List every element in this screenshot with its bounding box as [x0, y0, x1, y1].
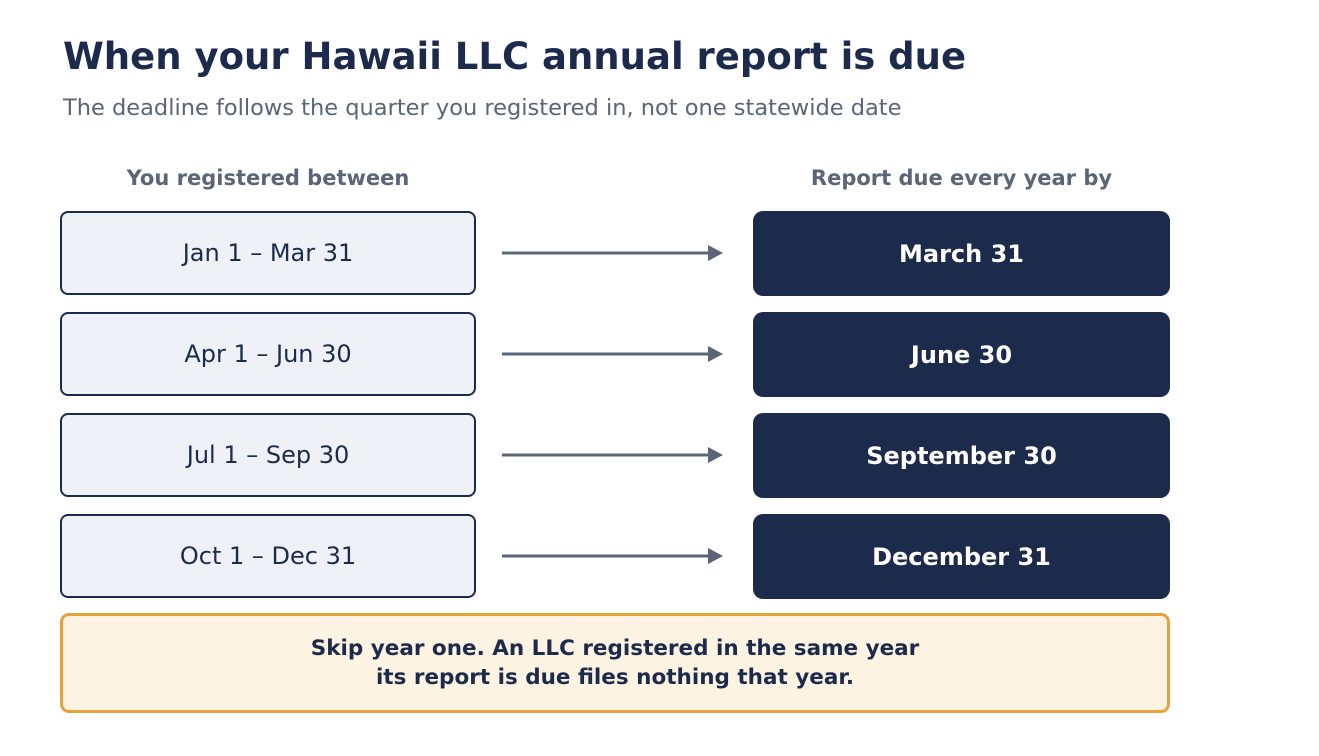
note-line-2: its report is due files nothing that yea… [375, 665, 855, 690]
deadline-row-q1: Jan 1 – Mar 31 March 31 [60, 211, 1170, 296]
deadline-row-q4: Oct 1 – Dec 31 December 31 [60, 514, 1170, 599]
due-date-box: September 30 [753, 413, 1170, 498]
right-arrow-icon [502, 346, 723, 362]
page-subtitle: The deadline follows the quarter you reg… [63, 95, 902, 121]
registration-period-box: Jan 1 – Mar 31 [60, 211, 476, 295]
due-date-box: December 31 [753, 514, 1170, 599]
registered-column-header: You registered between [126, 166, 410, 190]
deadline-row-q2: Apr 1 – Jun 30 June 30 [60, 312, 1170, 397]
deadline-rows: Jan 1 – Mar 31 March 31 Apr 1 – Jun 30 J… [60, 211, 1170, 615]
note-line-1: Skip year one. An LLC registered in the … [310, 636, 920, 661]
registration-period-box: Jul 1 – Sep 30 [60, 413, 476, 497]
registration-period-box: Oct 1 – Dec 31 [60, 514, 476, 598]
right-arrow-icon [502, 548, 723, 564]
page-title: When your Hawaii LLC annual report is du… [63, 35, 967, 78]
due-date-box: March 31 [753, 211, 1170, 296]
due-date-box: June 30 [753, 312, 1170, 397]
first-year-note: Skip year one. An LLC registered in the … [60, 613, 1170, 713]
right-arrow-icon [502, 245, 723, 261]
right-arrow-icon [502, 447, 723, 463]
deadline-row-q3: Jul 1 – Sep 30 September 30 [60, 413, 1170, 498]
due-column-header: Report due every year by [810, 166, 1113, 190]
registration-period-box: Apr 1 – Jun 30 [60, 312, 476, 396]
